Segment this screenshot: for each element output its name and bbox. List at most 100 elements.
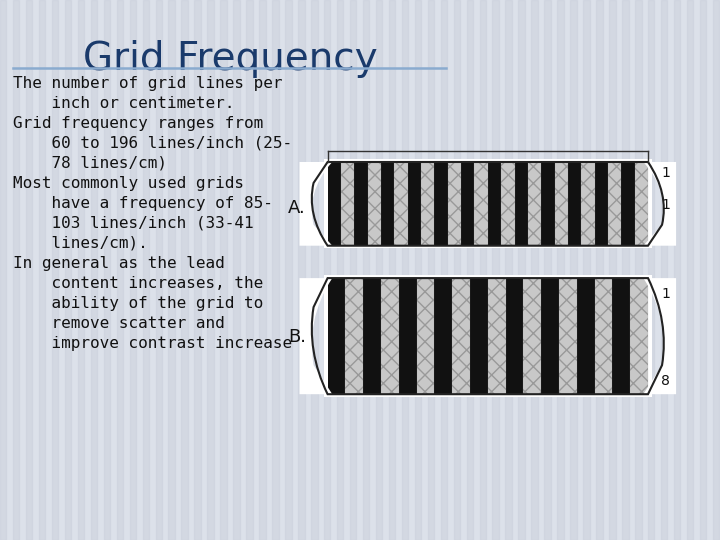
Text: B.: B.: [288, 328, 306, 347]
Bar: [634, 162, 648, 246]
Bar: [324, 0, 330, 540]
Bar: [194, 0, 201, 540]
Bar: [395, 162, 408, 246]
Bar: [557, 0, 564, 540]
Bar: [78, 0, 84, 540]
Bar: [581, 162, 595, 246]
Bar: [156, 0, 162, 540]
Bar: [324, 159, 652, 248]
Bar: [630, 278, 648, 394]
Bar: [452, 278, 470, 394]
Bar: [609, 0, 616, 540]
Bar: [687, 0, 693, 540]
Bar: [492, 0, 499, 540]
Bar: [417, 278, 434, 394]
Bar: [448, 162, 461, 246]
Bar: [168, 0, 175, 540]
Bar: [421, 162, 434, 246]
Bar: [700, 0, 706, 540]
Bar: [488, 278, 505, 394]
Bar: [272, 0, 279, 540]
Bar: [559, 278, 577, 394]
Text: A.: A.: [288, 199, 306, 217]
Bar: [381, 278, 399, 394]
Bar: [220, 0, 227, 540]
Bar: [501, 162, 515, 246]
Bar: [341, 162, 354, 246]
Bar: [434, 162, 448, 246]
Text: 1: 1: [661, 287, 670, 301]
Bar: [399, 278, 417, 394]
Bar: [376, 0, 382, 540]
Bar: [480, 0, 486, 540]
Bar: [531, 0, 538, 540]
Bar: [577, 278, 595, 394]
Bar: [363, 278, 381, 394]
Bar: [259, 0, 266, 540]
Bar: [554, 162, 568, 246]
Bar: [505, 0, 512, 540]
Bar: [523, 278, 541, 394]
Bar: [515, 162, 528, 246]
Bar: [467, 0, 473, 540]
Bar: [181, 0, 188, 540]
Bar: [528, 162, 541, 246]
Bar: [328, 278, 648, 394]
Bar: [368, 162, 381, 246]
Bar: [350, 0, 356, 540]
Bar: [634, 162, 648, 246]
Text: 1: 1: [661, 166, 670, 180]
Bar: [0, 0, 6, 540]
Bar: [583, 0, 590, 540]
Bar: [541, 162, 554, 246]
Bar: [505, 278, 523, 394]
Bar: [622, 0, 629, 540]
Bar: [207, 0, 214, 540]
Bar: [630, 278, 648, 394]
Bar: [635, 0, 642, 540]
Bar: [408, 162, 421, 246]
Bar: [448, 162, 461, 246]
Bar: [65, 0, 71, 540]
Bar: [104, 0, 110, 540]
Bar: [389, 0, 395, 540]
Bar: [130, 0, 136, 540]
Bar: [337, 0, 343, 540]
Bar: [117, 0, 123, 540]
Bar: [421, 162, 434, 246]
Bar: [501, 162, 515, 246]
Bar: [648, 0, 654, 540]
Bar: [328, 162, 341, 246]
Bar: [554, 162, 568, 246]
Text: 8: 8: [661, 374, 670, 388]
PathPatch shape: [644, 162, 676, 246]
Bar: [595, 278, 613, 394]
Bar: [541, 278, 559, 394]
Bar: [39, 0, 45, 540]
Bar: [143, 0, 149, 540]
Bar: [559, 278, 577, 394]
Bar: [311, 0, 318, 540]
Bar: [26, 0, 32, 540]
Bar: [595, 162, 608, 246]
Text: The number of grid lines per
    inch or centimeter.
Grid frequency ranges from
: The number of grid lines per inch or cen…: [13, 76, 292, 351]
Bar: [613, 278, 630, 394]
PathPatch shape: [300, 162, 333, 246]
Bar: [674, 0, 680, 540]
Text: Grid Frequency: Grid Frequency: [83, 40, 377, 78]
Bar: [441, 0, 447, 540]
Bar: [470, 278, 488, 394]
Bar: [570, 0, 577, 540]
Bar: [596, 0, 603, 540]
Bar: [621, 162, 634, 246]
Bar: [363, 0, 369, 540]
Bar: [528, 162, 541, 246]
Bar: [415, 0, 421, 540]
Bar: [488, 162, 501, 246]
Bar: [402, 0, 408, 540]
Bar: [328, 162, 648, 246]
Bar: [461, 162, 474, 246]
Bar: [381, 278, 399, 394]
Bar: [354, 162, 368, 246]
PathPatch shape: [644, 278, 676, 394]
